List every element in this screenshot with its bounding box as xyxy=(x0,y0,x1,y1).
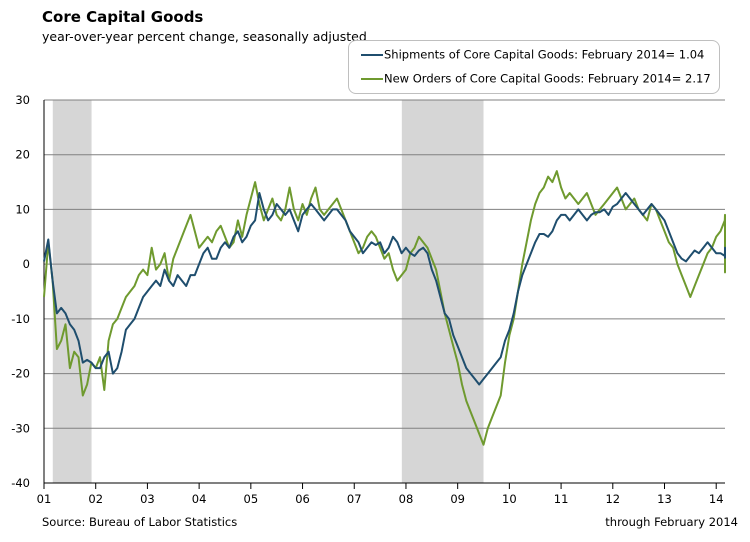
x-tick-label: 08 xyxy=(399,492,414,506)
x-tick-label: 14 xyxy=(709,492,724,506)
x-tick-label: 10 xyxy=(502,492,517,506)
chart-subtitle: year-over-year percent change, seasonall… xyxy=(42,29,367,44)
x-tick-label: 04 xyxy=(192,492,207,506)
x-tick-label: 09 xyxy=(450,492,465,506)
x-tick-label: 11 xyxy=(554,492,569,506)
y-tick-label: -10 xyxy=(11,312,30,326)
series-line-shipments xyxy=(43,192,726,386)
y-tick-label: 0 xyxy=(23,257,30,271)
legend-swatch-orders xyxy=(361,77,383,80)
through-note: through February 2014 xyxy=(605,515,738,529)
legend-item-shipments: Shipments of Core Capital Goods: Februar… xyxy=(361,47,704,63)
x-tick-label: 07 xyxy=(347,492,362,506)
x-tick-label: 03 xyxy=(140,492,155,506)
y-tick-label: 20 xyxy=(15,148,30,162)
series-line-orders xyxy=(43,170,726,446)
x-tick-label: 12 xyxy=(605,492,620,506)
x-tick-label: 01 xyxy=(37,492,52,506)
chart-title: Core Capital Goods xyxy=(42,8,204,26)
x-tick-label: 05 xyxy=(244,492,259,506)
x-tick-label: 06 xyxy=(295,492,310,506)
recession-band-1 xyxy=(401,100,484,483)
y-tick-label: 30 xyxy=(15,93,30,107)
y-tick-label: -40 xyxy=(11,476,30,490)
y-tick-label: 10 xyxy=(15,202,30,216)
legend-swatch-shipments xyxy=(361,53,383,56)
source-note: Source: Bureau of Labor Statistics xyxy=(42,515,238,529)
chart-legend: Shipments of Core Capital Goods: Februar… xyxy=(348,40,720,94)
recession-band-0 xyxy=(52,100,92,483)
x-tick-label: 13 xyxy=(657,492,672,506)
y-tick-label: -20 xyxy=(11,367,30,381)
legend-label-orders: New Orders of Core Capital Goods: Februa… xyxy=(384,71,711,86)
legend-item-orders: New Orders of Core Capital Goods: Februa… xyxy=(361,71,711,87)
legend-label-shipments: Shipments of Core Capital Goods: Februar… xyxy=(384,47,705,62)
y-tick-label: -30 xyxy=(11,421,30,435)
x-tick-label: 02 xyxy=(88,492,103,506)
